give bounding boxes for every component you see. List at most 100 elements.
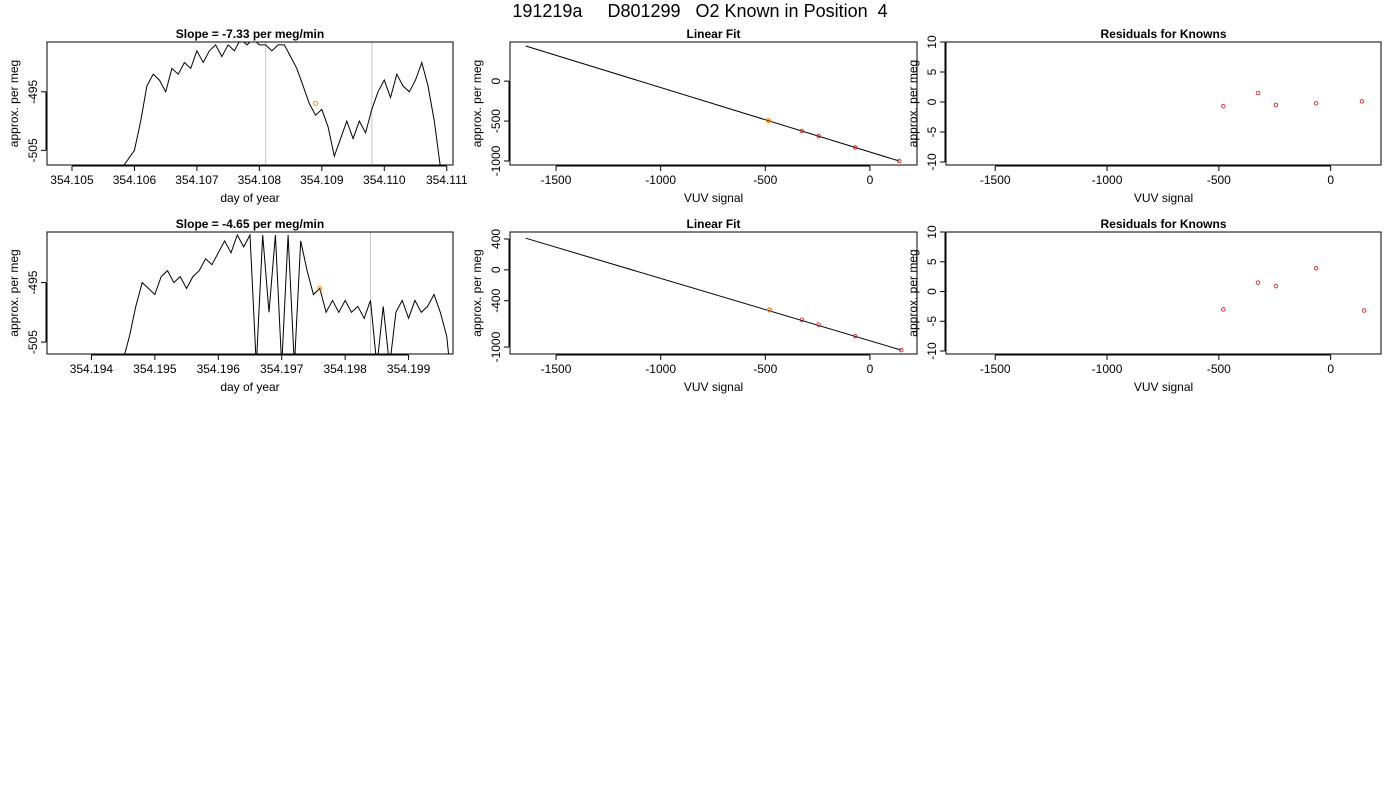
plot-frame bbox=[46, 231, 454, 355]
x-tick-label: 354.198 bbox=[323, 362, 367, 376]
plot-frame bbox=[509, 231, 918, 355]
y-tick-label: -495 bbox=[26, 79, 40, 103]
plot-area bbox=[123, 42, 441, 165]
x-tick-label: -1000 bbox=[1092, 362, 1123, 376]
x-tick-label: 354.109 bbox=[300, 173, 344, 187]
data-point bbox=[1221, 103, 1226, 109]
y-tick-label: 5 bbox=[925, 68, 939, 75]
data-point bbox=[1359, 99, 1365, 104]
fit-line bbox=[525, 45, 900, 162]
panel-slope-2: Slope = -4.65 per meg/min day of year appr… bbox=[7, 217, 454, 394]
x-tick-label: 354.108 bbox=[238, 173, 282, 187]
x-tick-label: -1500 bbox=[541, 362, 572, 376]
y-axis-label: approx. per meg bbox=[906, 60, 920, 147]
data-point bbox=[853, 145, 858, 150]
plot-area bbox=[525, 237, 904, 353]
x-tick-label: -500 bbox=[1207, 362, 1231, 376]
y-tick-label: -1000 bbox=[489, 331, 503, 362]
x-tick-label: 354.107 bbox=[175, 173, 219, 187]
plot-title: Residuals for Knowns bbox=[1100, 217, 1226, 231]
data-point bbox=[899, 347, 904, 353]
plot-title: Slope = -4.65 per meg/min bbox=[176, 217, 324, 231]
plot-area bbox=[1221, 266, 1367, 313]
y-tick-label: -5 bbox=[925, 316, 939, 327]
plot-frame bbox=[945, 231, 1382, 355]
marker-point bbox=[313, 101, 319, 106]
x-tick-label: 354.111 bbox=[426, 173, 468, 187]
x-tick-label: -1000 bbox=[1092, 173, 1123, 187]
highlight-point bbox=[766, 307, 773, 313]
plot-frame bbox=[945, 41, 1382, 166]
x-tick-label: -1500 bbox=[980, 173, 1011, 187]
x-tick-label: -1500 bbox=[541, 173, 572, 187]
page-title: 191219a D801299 O2 Known in Position 4 bbox=[512, 1, 888, 21]
y-tick-label: 0 bbox=[489, 266, 503, 273]
data-point bbox=[1273, 283, 1279, 289]
highlight-point bbox=[765, 118, 771, 124]
data-point bbox=[1313, 100, 1319, 106]
fit-line bbox=[525, 237, 902, 351]
x-tick-label: 354.110 bbox=[363, 173, 406, 187]
plot-title: Residuals for Knowns bbox=[1100, 27, 1226, 41]
x-tick-label: 0 bbox=[1327, 173, 1334, 187]
data-point bbox=[1361, 308, 1367, 313]
plot-title: Linear Fit bbox=[686, 27, 740, 41]
panel-resid-1: Residuals for Knowns VUV signal approx. pe… bbox=[906, 27, 1382, 205]
x-tick-label: 354.197 bbox=[260, 362, 304, 376]
x-tick-label: 354.199 bbox=[387, 362, 431, 376]
marker-point bbox=[317, 286, 323, 292]
x-tick-label: 354.195 bbox=[133, 362, 177, 376]
plot-area bbox=[525, 45, 902, 164]
x-tick-label: -1500 bbox=[980, 362, 1011, 376]
panel-fit-2: Linear Fit VUV signal approx. per meg -1500… bbox=[470, 217, 918, 394]
y-tick-label: -495 bbox=[26, 270, 40, 294]
data-point bbox=[896, 158, 902, 164]
y-tick-label: -1000 bbox=[489, 145, 503, 176]
y-tick-label: -505 bbox=[26, 330, 40, 354]
y-axis-label: approx. per meg bbox=[906, 249, 920, 336]
x-axis-label: VUV signal bbox=[684, 191, 743, 205]
x-tick-label: 0 bbox=[867, 362, 874, 376]
x-axis-label: day of year bbox=[220, 191, 279, 205]
plot-title: Slope = -7.33 per meg/min bbox=[176, 27, 324, 41]
plot-frame bbox=[509, 41, 918, 166]
y-tick-label: 400 bbox=[489, 229, 503, 249]
y-tick-label: -5 bbox=[925, 126, 939, 137]
data-point bbox=[1273, 102, 1279, 108]
data-point bbox=[799, 317, 805, 323]
y-axis-label: approx. per meg bbox=[470, 249, 484, 336]
y-tick-label: -505 bbox=[26, 138, 40, 162]
data-point bbox=[799, 128, 805, 134]
y-tick-label: 0 bbox=[489, 77, 503, 84]
data-point bbox=[1221, 307, 1226, 312]
y-tick-label: 10 bbox=[925, 225, 939, 239]
data-point bbox=[1255, 280, 1261, 285]
plot-title: Linear Fit bbox=[686, 217, 740, 231]
x-tick-label: 354.194 bbox=[70, 362, 114, 376]
y-axis-label: approx. per meg bbox=[470, 60, 484, 147]
x-tick-label: 354.105 bbox=[50, 173, 94, 187]
panel-resid-2: Residuals for Knowns VUV signal approx. pe… bbox=[906, 217, 1382, 394]
x-tick-label: 0 bbox=[867, 173, 874, 187]
data-point bbox=[853, 333, 858, 339]
panel-fit-1: Linear Fit VUV signal approx. per meg -1500… bbox=[470, 27, 918, 205]
y-axis-label: approx. per meg bbox=[7, 249, 21, 336]
x-axis-label: day of year bbox=[220, 380, 279, 394]
x-tick-label: -500 bbox=[753, 362, 777, 376]
x-tick-label: -1000 bbox=[645, 173, 676, 187]
data-point bbox=[1255, 90, 1261, 96]
data-point bbox=[816, 322, 821, 327]
x-tick-label: 354.106 bbox=[113, 173, 157, 187]
x-axis-label: VUV signal bbox=[1134, 380, 1193, 394]
y-tick-label: -500 bbox=[489, 109, 503, 133]
data-point bbox=[816, 133, 821, 139]
x-tick-label: 0 bbox=[1327, 362, 1334, 376]
y-tick-label: 5 bbox=[925, 258, 939, 265]
x-tick-label: -500 bbox=[1207, 173, 1231, 187]
x-tick-label: -500 bbox=[753, 173, 777, 187]
data-series-line bbox=[124, 233, 450, 354]
plot-area bbox=[1221, 90, 1365, 109]
y-axis-label: approx. per meg bbox=[7, 60, 21, 147]
panel-slope-1: Slope = -7.33 per meg/min day of year appr… bbox=[7, 27, 468, 205]
